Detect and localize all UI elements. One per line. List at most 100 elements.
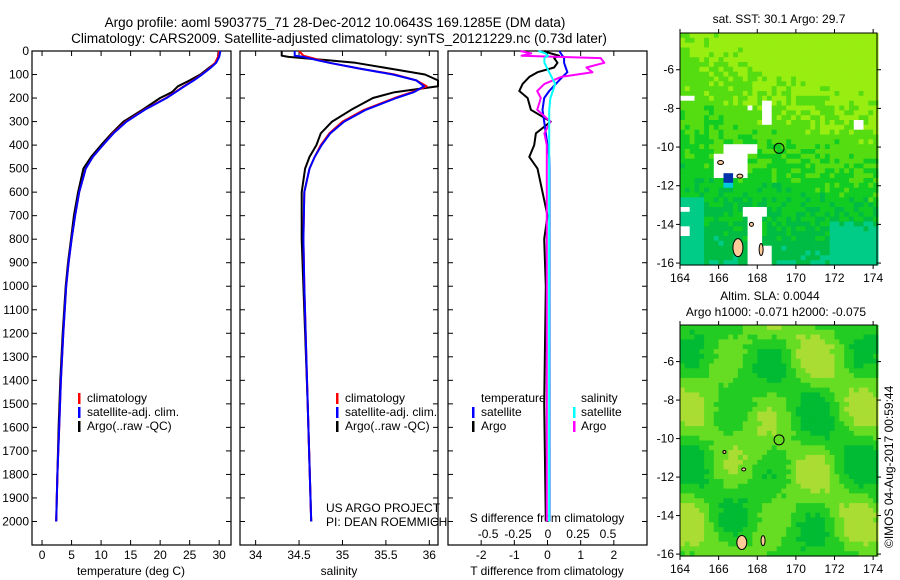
map-cell bbox=[689, 353, 696, 360]
map-cell bbox=[820, 387, 826, 393]
map-cell bbox=[795, 373, 802, 379]
map-cell bbox=[723, 139, 729, 145]
map-cell bbox=[694, 349, 700, 355]
map-cell bbox=[810, 498, 816, 504]
map-cell bbox=[791, 353, 797, 360]
map-cell bbox=[829, 42, 836, 49]
map-cell bbox=[820, 120, 826, 126]
map-cell bbox=[680, 507, 686, 514]
map-cell bbox=[815, 231, 821, 237]
map-cell bbox=[815, 173, 821, 179]
map-cell bbox=[824, 334, 831, 340]
map-cell bbox=[781, 250, 787, 256]
map-cell bbox=[723, 454, 729, 461]
map-cell bbox=[824, 202, 831, 208]
map-cell bbox=[815, 91, 821, 97]
map-cell bbox=[737, 334, 744, 340]
map-cell bbox=[771, 363, 778, 369]
map-cell bbox=[863, 397, 869, 403]
map-cell bbox=[752, 334, 758, 340]
map-cell bbox=[699, 221, 705, 227]
map-cell bbox=[795, 488, 802, 494]
map-cell bbox=[762, 207, 768, 213]
map-cell bbox=[781, 373, 787, 379]
map-cell bbox=[762, 42, 768, 49]
map-cell bbox=[704, 86, 710, 92]
map-cell bbox=[834, 377, 840, 384]
map-cell bbox=[704, 202, 710, 208]
map-cell bbox=[747, 134, 753, 140]
map-cell bbox=[747, 397, 753, 403]
map-cell bbox=[752, 71, 758, 78]
map-cell bbox=[839, 100, 845, 107]
map-cell bbox=[709, 95, 715, 102]
map-cell bbox=[873, 37, 879, 44]
map-cell bbox=[718, 349, 724, 355]
map-cell bbox=[829, 517, 836, 523]
map-cell bbox=[805, 503, 811, 509]
map-cell bbox=[684, 454, 691, 461]
map-cell bbox=[771, 503, 778, 509]
map-cell bbox=[839, 363, 845, 369]
map-cell bbox=[829, 110, 836, 116]
map-cell bbox=[684, 207, 691, 213]
map-cell bbox=[824, 33, 831, 39]
map-cell bbox=[709, 546, 715, 552]
map-cell bbox=[747, 373, 753, 379]
map-cell bbox=[868, 124, 874, 131]
map-cell bbox=[820, 158, 826, 165]
map-cell bbox=[718, 334, 724, 340]
map-cell bbox=[839, 153, 845, 160]
map-cell bbox=[791, 158, 797, 165]
x2-tick-label: -0.25 bbox=[504, 527, 532, 541]
map-cell bbox=[723, 182, 729, 189]
map-cell bbox=[771, 512, 778, 519]
map-cell bbox=[873, 435, 879, 442]
map-cell bbox=[781, 517, 787, 523]
map-cell bbox=[752, 95, 758, 102]
map-cell bbox=[791, 81, 797, 87]
map-cell bbox=[737, 182, 744, 189]
map-cell bbox=[786, 411, 792, 417]
map-cell bbox=[776, 522, 782, 528]
map-cell bbox=[844, 52, 850, 58]
map-cell bbox=[795, 100, 802, 107]
map-cell bbox=[689, 464, 696, 470]
map-cell bbox=[752, 416, 758, 422]
map-cell bbox=[781, 139, 787, 145]
y-tick-label: 1200 bbox=[2, 326, 29, 340]
map-cell bbox=[699, 363, 705, 369]
map-cell bbox=[815, 358, 821, 365]
map-cell bbox=[752, 459, 758, 466]
map-cell bbox=[824, 498, 831, 504]
map-cell bbox=[815, 153, 821, 160]
map-cell bbox=[776, 382, 782, 389]
map-cell bbox=[718, 153, 724, 160]
map-cell bbox=[820, 416, 826, 422]
map-cell bbox=[810, 202, 816, 208]
map-cell bbox=[762, 197, 768, 203]
map-cell bbox=[844, 62, 850, 68]
map-cell bbox=[742, 149, 749, 155]
map-cell bbox=[795, 91, 802, 97]
map-cell bbox=[858, 134, 865, 140]
map-cell bbox=[863, 33, 869, 39]
map-cell bbox=[791, 546, 797, 552]
map-cell bbox=[849, 474, 855, 480]
lat-tick-label: -16 bbox=[657, 547, 675, 561]
map-cell bbox=[829, 197, 836, 203]
map-cell bbox=[762, 211, 768, 218]
map-cell bbox=[858, 192, 865, 198]
map-cell bbox=[781, 493, 787, 499]
map-cell bbox=[858, 459, 865, 466]
map-cell bbox=[834, 498, 840, 504]
map-cell bbox=[752, 349, 758, 355]
map-cell bbox=[858, 344, 865, 350]
map-cell bbox=[709, 416, 715, 422]
map-cell bbox=[853, 37, 860, 44]
map-cell bbox=[704, 421, 710, 427]
map-cell bbox=[723, 387, 729, 393]
map-cell bbox=[824, 163, 831, 169]
map-cell bbox=[829, 493, 836, 499]
map-cell bbox=[762, 255, 768, 261]
